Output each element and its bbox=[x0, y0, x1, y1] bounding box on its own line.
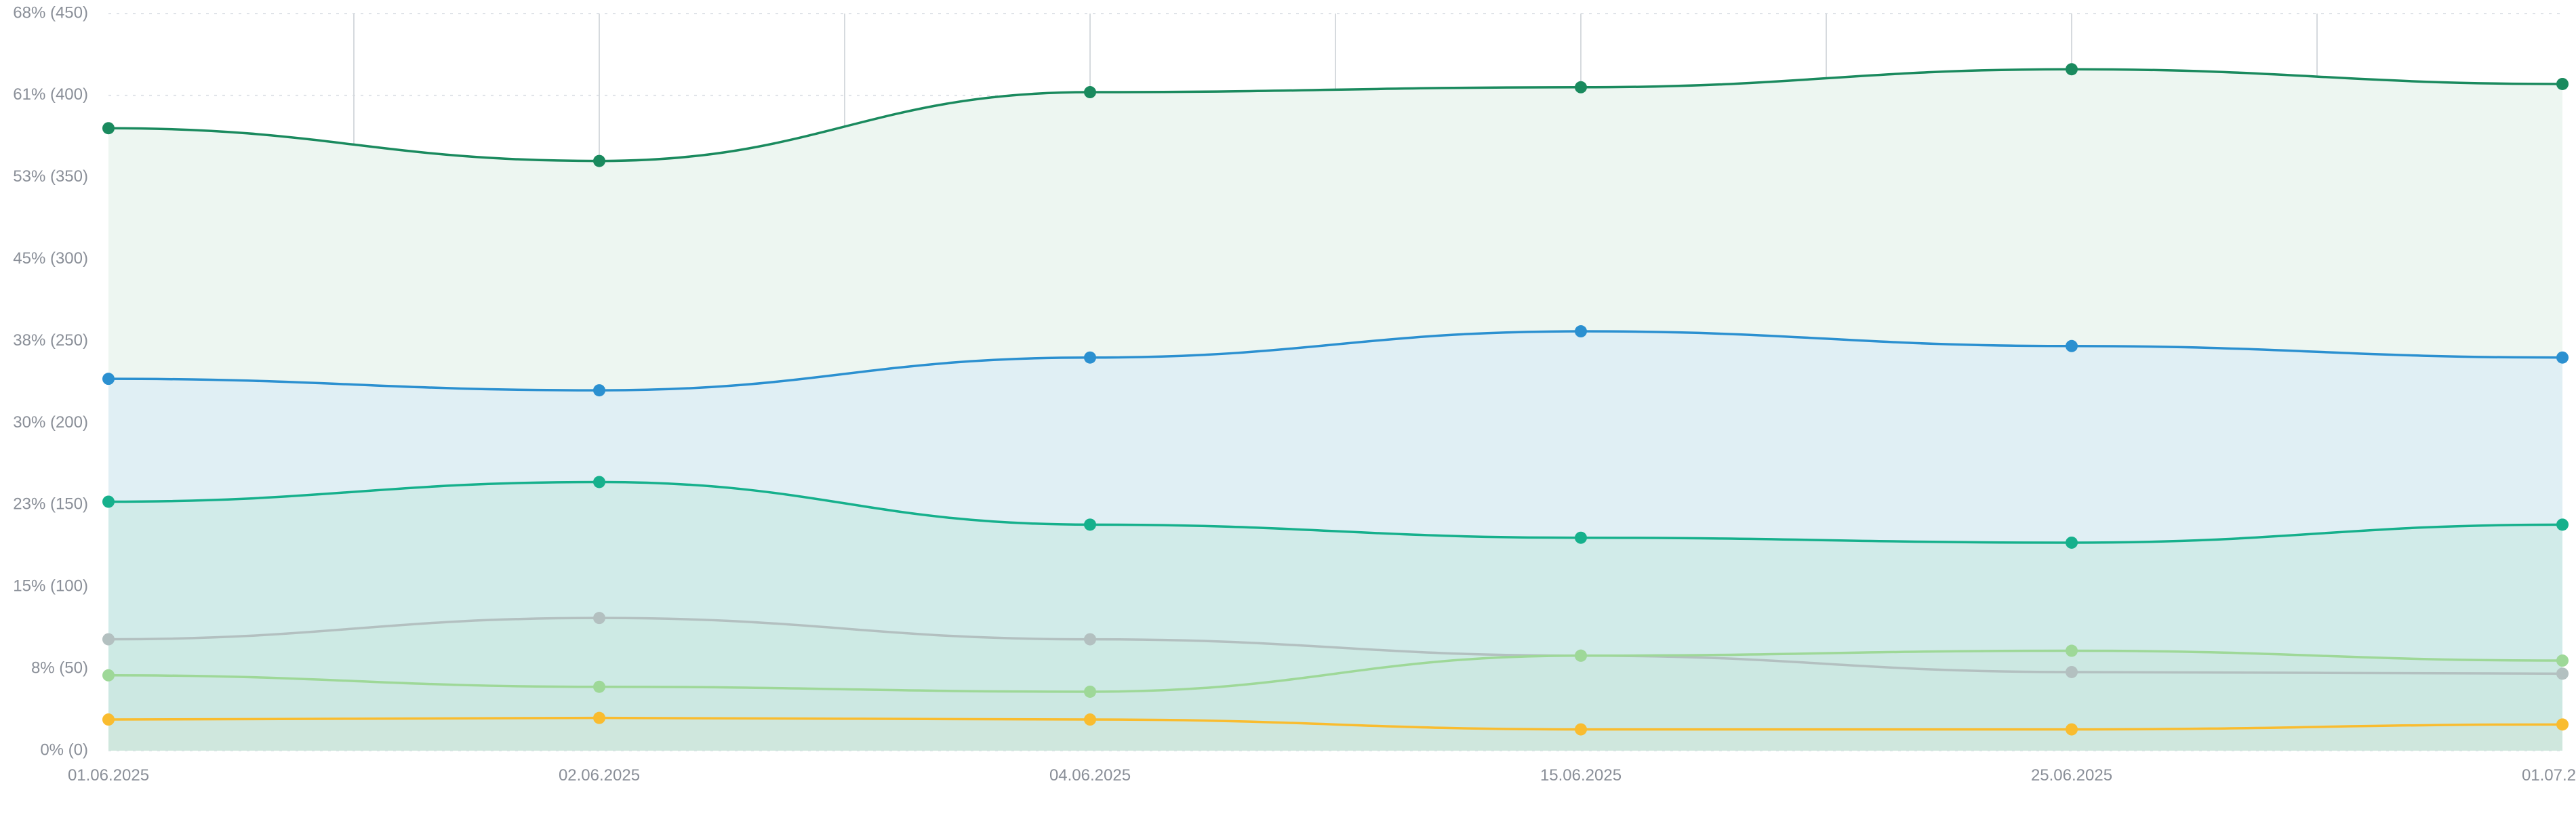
data-point[interactable] bbox=[593, 680, 605, 693]
series-area-6 bbox=[108, 717, 2562, 751]
data-point[interactable] bbox=[593, 154, 605, 167]
data-point[interactable] bbox=[2556, 654, 2569, 667]
data-point[interactable] bbox=[2556, 351, 2569, 364]
data-point[interactable] bbox=[2066, 723, 2078, 736]
y-tick-label: 61% (400) bbox=[13, 85, 88, 104]
data-point[interactable] bbox=[2556, 667, 2569, 680]
series-line-1 bbox=[108, 68, 2563, 163]
data-point[interactable] bbox=[2066, 536, 2078, 549]
y-tick-label: 0% (0) bbox=[40, 741, 88, 759]
data-point[interactable] bbox=[102, 495, 115, 508]
data-point[interactable] bbox=[593, 476, 605, 488]
x-tick-label: 15.06.2025 bbox=[1540, 766, 1622, 785]
data-point[interactable] bbox=[2066, 665, 2078, 678]
x-tick-label: 04.06.2025 bbox=[1049, 766, 1131, 785]
data-point[interactable] bbox=[1084, 518, 1096, 531]
data-point[interactable] bbox=[1084, 685, 1096, 698]
data-point[interactable] bbox=[102, 122, 115, 135]
y-tick-label: 15% (100) bbox=[13, 577, 88, 596]
x-axis-ticks: 01.06.2025 02.06.2025 04.06.2025 15.06.2025… bbox=[68, 766, 2576, 785]
y-axis-ticks: 0% (0) 8% (50) 15% (100) 23% (150) 30% (200)… bbox=[13, 3, 88, 759]
data-point[interactable] bbox=[2556, 718, 2569, 731]
series-line-2 bbox=[108, 330, 2563, 392]
x-tick-label: 01.07.2025 bbox=[2522, 766, 2576, 785]
data-point[interactable] bbox=[2556, 77, 2569, 90]
series-line-3 bbox=[108, 480, 2563, 544]
data-point[interactable] bbox=[1575, 531, 1587, 544]
data-point[interactable] bbox=[1084, 86, 1096, 99]
data-point[interactable] bbox=[1575, 649, 1587, 662]
series-line-6 bbox=[108, 716, 2563, 731]
data-point[interactable] bbox=[102, 373, 115, 385]
data-point[interactable] bbox=[1084, 351, 1096, 364]
data-point[interactable] bbox=[102, 633, 115, 646]
y-tick-label: 68% (450) bbox=[13, 3, 88, 22]
data-point[interactable] bbox=[2556, 518, 2569, 531]
series-line-5 bbox=[108, 649, 2563, 693]
x-tick-label: 02.06.2025 bbox=[559, 766, 640, 785]
y-tick-label: 38% (250) bbox=[13, 331, 88, 350]
data-point[interactable] bbox=[593, 612, 605, 625]
series-lines bbox=[108, 68, 2563, 731]
data-point[interactable] bbox=[2066, 63, 2078, 76]
y-tick-label: 23% (150) bbox=[13, 495, 88, 514]
data-point[interactable] bbox=[1084, 713, 1096, 726]
y-tick-label: 8% (50) bbox=[31, 659, 88, 677]
x-tick-label: 25.06.2025 bbox=[2031, 766, 2112, 785]
data-point[interactable] bbox=[1575, 81, 1587, 93]
data-point[interactable] bbox=[102, 669, 115, 682]
y-tick-label: 45% (300) bbox=[13, 249, 88, 268]
y-tick-label: 53% (350) bbox=[13, 167, 88, 186]
data-point[interactable] bbox=[2066, 644, 2078, 657]
data-point[interactable] bbox=[593, 711, 605, 724]
data-point[interactable] bbox=[1084, 633, 1096, 646]
x-tick-label: 01.06.2025 bbox=[68, 766, 149, 785]
series-line-4 bbox=[108, 617, 2563, 675]
data-point[interactable] bbox=[2066, 339, 2078, 352]
data-point[interactable] bbox=[1575, 723, 1587, 736]
y-tick-label: 30% (200) bbox=[13, 413, 88, 432]
data-points bbox=[102, 63, 2569, 736]
data-point[interactable] bbox=[102, 713, 115, 726]
data-point[interactable] bbox=[593, 384, 605, 397]
data-point[interactable] bbox=[1575, 325, 1587, 338]
